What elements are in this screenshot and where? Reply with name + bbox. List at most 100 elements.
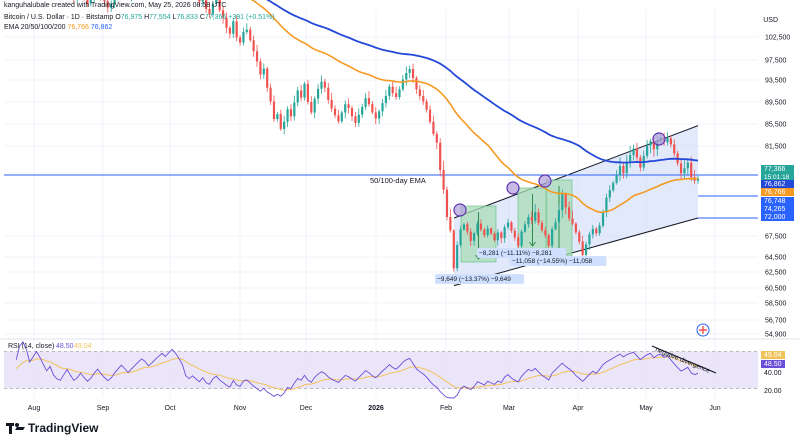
peak-circle-marker	[652, 132, 666, 146]
candle-body	[473, 233, 476, 241]
candle-body	[384, 95, 388, 104]
candle-body	[537, 212, 540, 223]
candle-body	[86, 0, 89, 4]
candle-body	[479, 223, 483, 230]
x-tick-label: Dec	[300, 405, 313, 412]
candle-body	[361, 106, 364, 115]
candle-body	[581, 241, 584, 255]
currency-label[interactable]: USD	[763, 17, 778, 24]
y-tick-label: 93,500	[765, 78, 787, 85]
candle-body	[622, 165, 625, 174]
candle-body	[249, 29, 252, 41]
candle-body	[578, 232, 581, 242]
candle-body	[323, 81, 326, 88]
candle-body	[357, 114, 360, 123]
candle-body	[435, 133, 438, 143]
candle-body	[388, 86, 391, 96]
candle-body	[503, 227, 506, 239]
candle-body	[330, 99, 333, 109]
y-tick-label: 58,500	[765, 301, 787, 308]
candle-body	[266, 68, 269, 88]
author-line: kanguhalubale created with TradingView.c…	[4, 2, 226, 9]
ema-legend-label[interactable]: EMA 20/50/100/200	[4, 24, 66, 31]
ema-legend: EMA 20/50/100/200 76,766 76,862	[4, 24, 112, 31]
candle-body	[300, 90, 303, 98]
tv-logo-icon	[6, 422, 25, 434]
candle-body	[411, 69, 415, 78]
candle-body	[439, 142, 442, 171]
candle-body	[293, 102, 296, 117]
y-tick-label: 102,500	[765, 35, 790, 42]
candle-body	[554, 222, 557, 230]
candle-body	[486, 228, 489, 236]
candle-body	[588, 234, 591, 245]
candle-body	[303, 83, 306, 98]
price-tag-text: 77,366	[764, 166, 786, 173]
candle-body	[327, 87, 330, 100]
symbol-title[interactable]: Bitcoin / U.S. Dollar · 1D · Bitstamp	[4, 14, 114, 21]
candle-body	[269, 87, 272, 102]
candle-body	[673, 144, 676, 154]
candle-body	[279, 114, 282, 129]
candle-body	[459, 229, 462, 246]
l-label: L	[172, 14, 177, 21]
time-axis: Aug Sep Oct Nov Dec 2026 Feb Mar Apr May Jun	[28, 405, 721, 412]
brand-text: TradingView	[28, 421, 99, 435]
candle-body	[306, 83, 310, 102]
price-tag-bg	[761, 188, 794, 196]
x-tick-label: Aug	[28, 405, 41, 412]
peak-circle-marker	[538, 174, 552, 188]
h-value: 77,554	[149, 14, 171, 21]
candle-body	[401, 79, 404, 90]
candle-body	[371, 104, 374, 113]
measure-label: −8,281 (−11.11%) −8,281	[479, 250, 552, 257]
candle-body	[398, 89, 401, 98]
rsi-tick-label: 20.00	[764, 388, 782, 395]
candle-body	[462, 224, 466, 230]
circle-markers[interactable]	[453, 132, 666, 217]
candle-body	[205, 0, 208, 9]
y-tick-label: 54,900	[765, 332, 787, 339]
drawdown-boxes[interactable]	[460, 179, 573, 263]
candle-body	[506, 222, 510, 228]
price-tag-text: 72,000	[764, 214, 786, 221]
ema-lines	[250, 0, 699, 213]
candle-body	[615, 175, 618, 183]
candle-body	[591, 228, 594, 235]
candle-body	[218, 0, 221, 11]
price-tag-bg	[761, 180, 794, 188]
candle-body	[201, 0, 204, 2]
candle-body	[198, 0, 201, 2]
candle-body	[567, 207, 571, 219]
candle-body	[561, 194, 564, 211]
y-tick-label: 97,500	[765, 58, 787, 65]
candle-body	[612, 182, 615, 191]
candle-body	[296, 90, 299, 103]
candle-body	[696, 178, 700, 181]
y-tick-label: 64,500	[765, 255, 787, 262]
candle-body	[493, 233, 496, 241]
candle-body	[584, 244, 588, 255]
y-tick-label: 89,500	[765, 100, 787, 107]
candle-body	[571, 218, 574, 224]
x-tick-label: Mar	[503, 405, 516, 412]
candle-body	[228, 27, 231, 34]
rsi-ma-value: 49.04	[74, 343, 92, 350]
candle-body	[259, 61, 262, 75]
candle-body	[679, 163, 683, 174]
measure-label-bg	[435, 274, 525, 284]
horizontal-levels[interactable]	[4, 174, 758, 219]
candle-body	[347, 104, 350, 109]
candle-body	[683, 168, 686, 174]
candle-body	[255, 51, 259, 62]
candle-body	[629, 155, 632, 162]
candle-body	[540, 222, 544, 231]
candle-body	[252, 40, 255, 52]
candle-body	[364, 98, 367, 107]
symbol-line: Bitcoin / U.S. Dollar · 1D · Bitstamp O7…	[4, 14, 275, 21]
candle-body	[425, 101, 428, 110]
tradingview-logo[interactable]: TradingView	[6, 421, 98, 435]
candle-body	[564, 194, 567, 208]
